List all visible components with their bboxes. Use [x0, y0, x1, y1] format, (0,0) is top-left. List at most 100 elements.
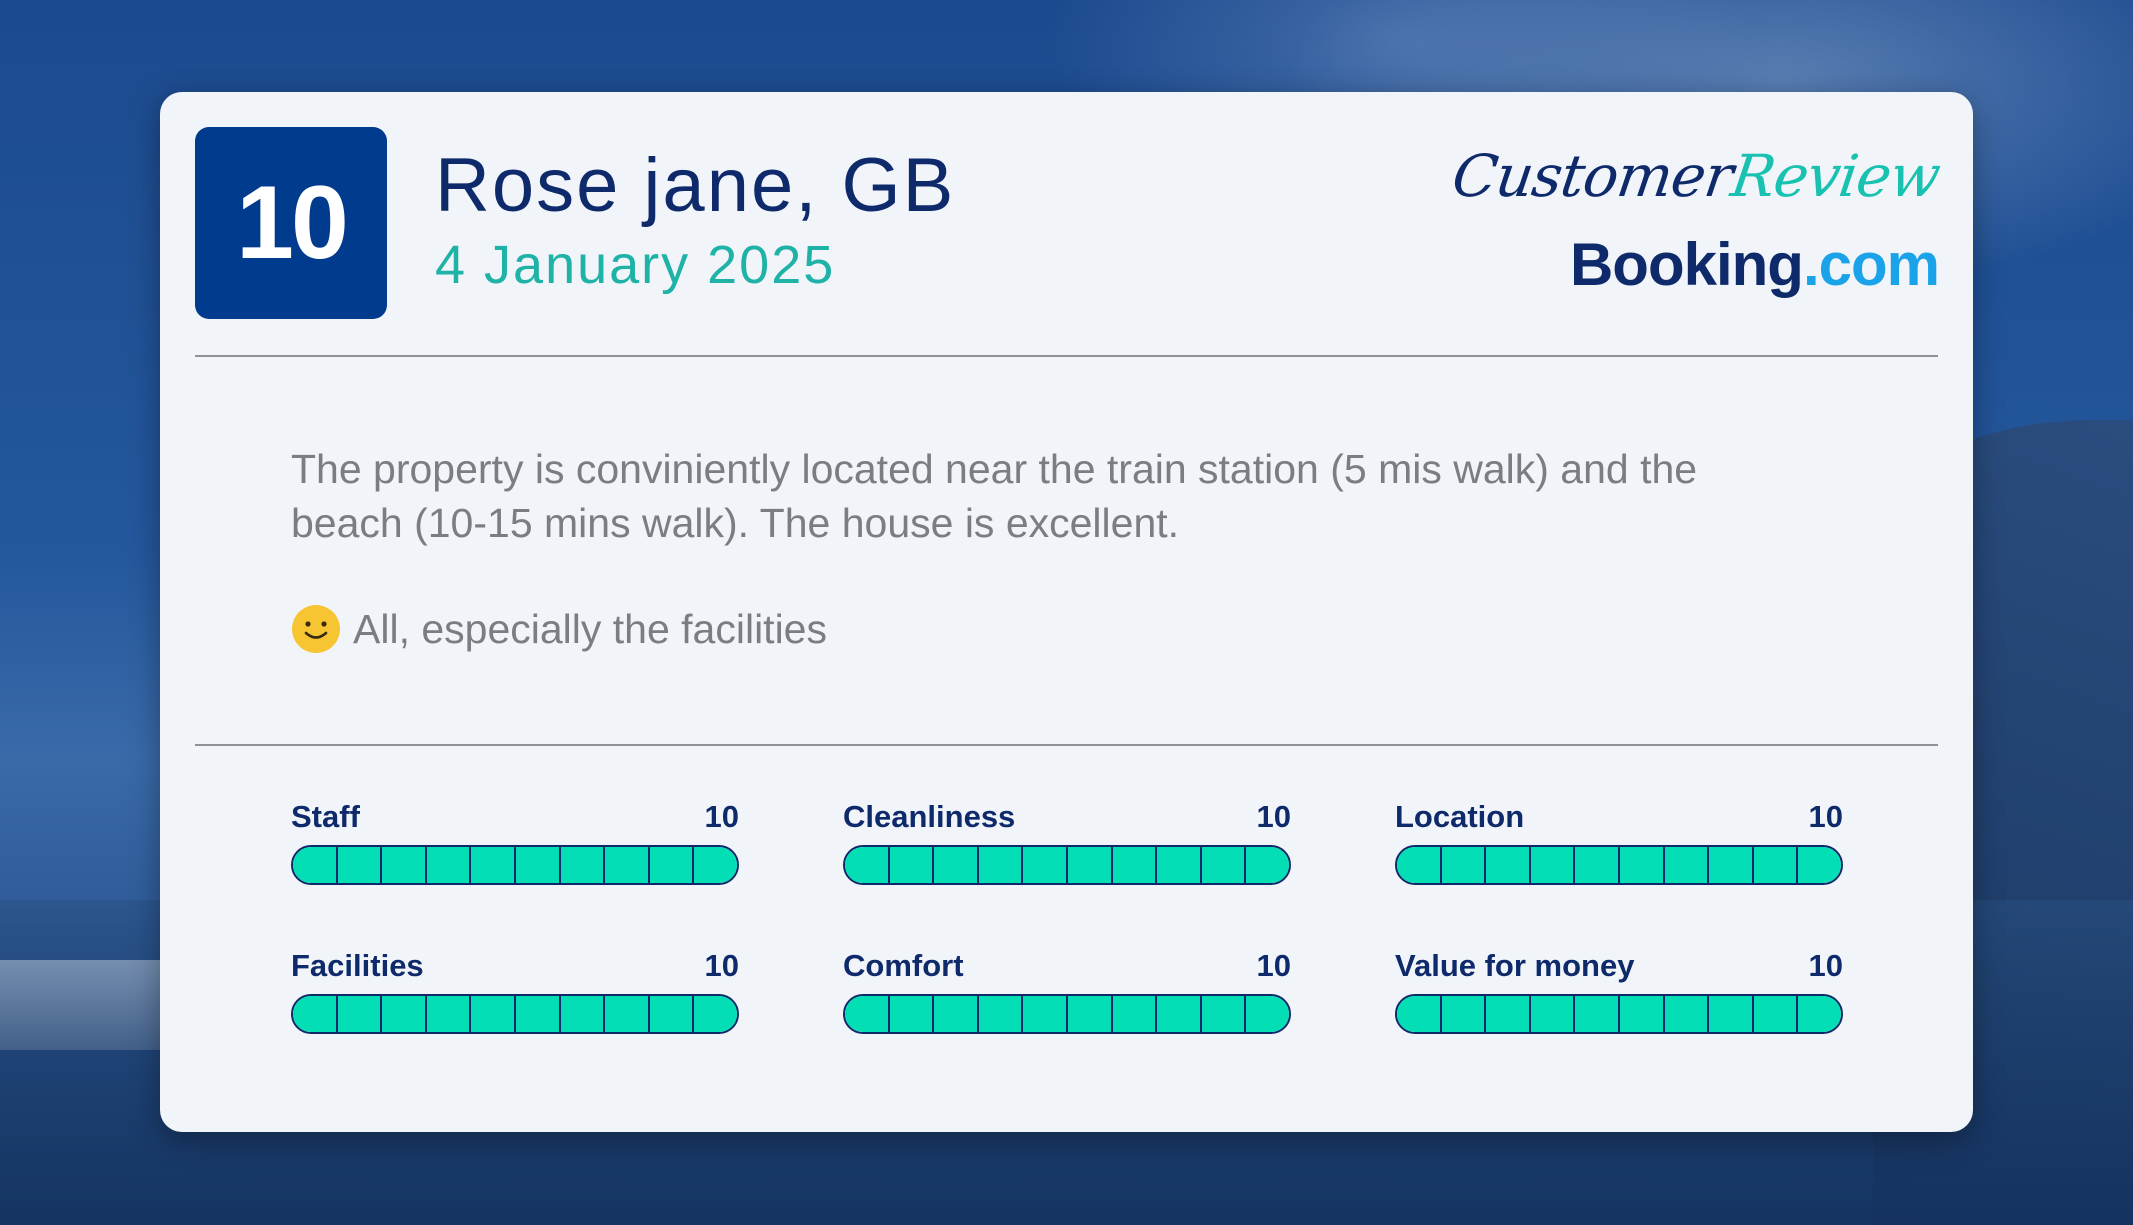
rating-bar-segment	[1709, 847, 1754, 883]
rating-bar-fill	[293, 996, 737, 1032]
overall-score: 10	[236, 164, 349, 281]
rating-bar	[843, 845, 1291, 885]
rating-bar-segment	[427, 847, 472, 883]
rating-bar-segment	[1575, 996, 1620, 1032]
booking-com-logo: Booking.com	[1569, 230, 1940, 299]
rating-bar-segment	[1397, 996, 1442, 1032]
rating-comfort: Comfort 10	[843, 946, 1291, 1034]
rating-score: 10	[1256, 799, 1291, 834]
liked-line: All, especially the facilities	[291, 604, 827, 654]
rating-bar-segment	[934, 996, 979, 1032]
rating-bar-segment	[1068, 847, 1113, 883]
rating-bar-segment	[561, 847, 606, 883]
rating-bar-segment	[1620, 996, 1665, 1032]
review-text: The property is conviniently located nea…	[291, 446, 1698, 546]
logo-word-review: Review	[1726, 142, 1944, 210]
rating-bar-segment	[1113, 847, 1158, 883]
rating-bar-segment	[1531, 996, 1576, 1032]
rating-bar-segment	[934, 847, 979, 883]
rating-location: Location 10	[1395, 797, 1843, 885]
rating-bar-segment	[1397, 847, 1442, 883]
rating-bar-segment	[1709, 996, 1754, 1032]
smiley-face-icon	[292, 605, 340, 653]
rating-label: Value for money	[1395, 948, 1635, 983]
rating-bar-segment	[382, 847, 427, 883]
rating-cleanliness: Cleanliness 10	[843, 797, 1291, 885]
rating-facilities: Facilities 10	[291, 946, 739, 1034]
logo-word-customer: Customer	[1448, 142, 1737, 210]
rating-bar-segment	[1068, 996, 1113, 1032]
rating-bar-segment	[1486, 847, 1531, 883]
rating-bar-fill	[293, 847, 737, 883]
rating-bar-segment	[293, 996, 338, 1032]
rating-bar-segment	[1754, 847, 1799, 883]
rating-bar-segment	[1246, 847, 1289, 883]
rating-staff: Staff 10	[291, 797, 739, 885]
rating-bar-segment	[1202, 847, 1247, 883]
rating-bar-segment	[890, 847, 935, 883]
rating-bar-segment	[979, 996, 1024, 1032]
rating-bar-segment	[1246, 996, 1289, 1032]
rating-bar-segment	[338, 996, 383, 1032]
rating-label: Staff	[291, 799, 360, 834]
rating-bar-segment	[1531, 847, 1576, 883]
rating-label: Location	[1395, 799, 1525, 834]
rating-bar-segment	[1023, 847, 1068, 883]
rating-bar-fill	[845, 847, 1289, 883]
reviewer-name: Rose jane, GB	[435, 143, 956, 228]
header-divider	[195, 355, 1938, 357]
rating-bar-segment	[1486, 996, 1531, 1032]
rating-bar-segment	[561, 996, 606, 1032]
rating-bar-fill	[1397, 847, 1841, 883]
rating-score: 10	[1256, 948, 1291, 983]
rating-bar-segment	[979, 847, 1024, 883]
rating-value-for-money: Value for money 10	[1395, 946, 1843, 1034]
rating-bar-segment	[427, 996, 472, 1032]
rating-bar-fill	[845, 996, 1289, 1032]
logo-booking-main: Booking	[1569, 231, 1804, 298]
rating-bar-segment	[845, 847, 890, 883]
rating-bar-segment	[1442, 847, 1487, 883]
rating-bar-segment	[338, 847, 383, 883]
rating-bar	[291, 994, 739, 1034]
rating-bar-segment	[1665, 847, 1710, 883]
rating-score: 10	[704, 799, 739, 834]
rating-bar-segment	[516, 996, 561, 1032]
rating-bar-segment	[1113, 996, 1158, 1032]
rating-bar-segment	[1157, 996, 1202, 1032]
rating-score: 10	[1808, 948, 1843, 983]
rating-bar-segment	[1157, 847, 1202, 883]
rating-bar-segment	[1798, 847, 1841, 883]
customer-review-logo: CustomerReview	[1448, 142, 1944, 210]
rating-bar-segment	[471, 847, 516, 883]
rating-bar-segment	[1798, 996, 1841, 1032]
rating-bar-segment	[650, 847, 695, 883]
liked-text: All, especially the facilities	[353, 605, 827, 652]
rating-bar-segment	[1023, 996, 1068, 1032]
rating-label: Facilities	[291, 948, 424, 983]
rating-bar	[291, 845, 739, 885]
rating-bar-segment	[1202, 996, 1247, 1032]
rating-bar-segment	[1754, 996, 1799, 1032]
rating-label: Cleanliness	[843, 799, 1016, 834]
rating-bar-segment	[605, 847, 650, 883]
category-ratings: Staff 10 Cleanliness 10 Location 10 Facilit…	[291, 797, 1843, 1057]
rating-bar-segment	[293, 847, 338, 883]
review-card: 10 Rose jane, GB 4 January 2025 Customer…	[160, 92, 1973, 1132]
rating-bar-segment	[516, 847, 561, 883]
rating-score: 10	[704, 948, 739, 983]
rating-bar	[1395, 994, 1843, 1034]
rating-bar-segment	[890, 996, 935, 1032]
rating-label: Comfort	[843, 948, 964, 983]
rating-score: 10	[1808, 799, 1843, 834]
rating-bar	[1395, 845, 1843, 885]
rating-bar-segment	[694, 847, 737, 883]
rating-bar-fill	[1397, 996, 1841, 1032]
rating-bar-segment	[382, 996, 427, 1032]
rating-bar-segment	[845, 996, 890, 1032]
rating-bar	[843, 994, 1291, 1034]
overall-score-badge: 10	[195, 127, 387, 319]
ratings-divider	[195, 744, 1938, 746]
rating-bar-segment	[1442, 996, 1487, 1032]
rating-bar-segment	[1620, 847, 1665, 883]
